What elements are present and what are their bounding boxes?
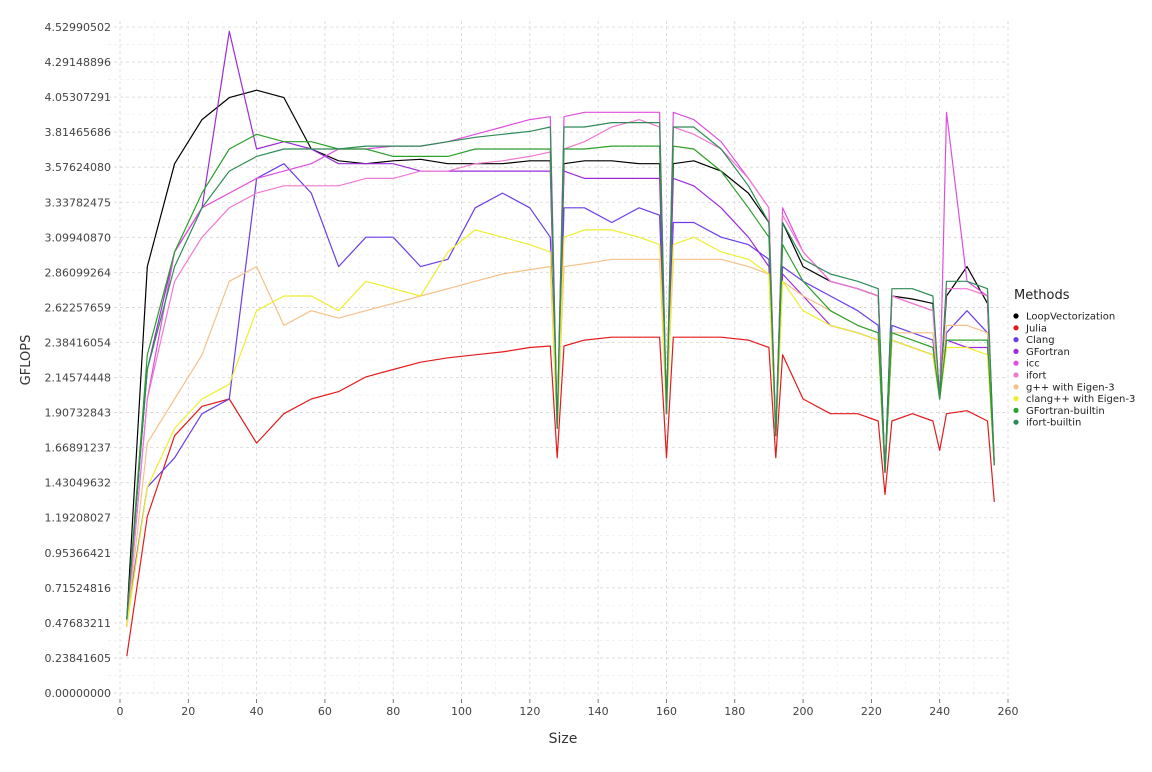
- x-tick-label: 0: [117, 705, 124, 718]
- x-axis-ticks: 0 20 40 60 80 100 120 140 160 180 200 220 240 260: [117, 699, 1019, 718]
- y-axis-label: GFLOPS: [19, 335, 34, 386]
- legend-label: clang++ with Eigen-3: [1026, 394, 1135, 405]
- x-tick-label: 100: [451, 705, 472, 718]
- x-tick-label: 60: [318, 705, 332, 718]
- x-tick-label: 220: [861, 705, 882, 718]
- y-tick-label: 3.81465686: [45, 126, 111, 139]
- y-tick-label: 3.09940870: [45, 231, 111, 244]
- y-tick-label: 0.00000000: [45, 687, 111, 700]
- legend-key: [1013, 337, 1019, 343]
- x-tick-label: 260: [998, 705, 1019, 718]
- y-tick-label: 2.62257659: [45, 301, 111, 314]
- legend-label: ifort: [1026, 371, 1047, 382]
- x-axis-label: Size: [549, 731, 578, 747]
- legend-key: [1013, 325, 1019, 331]
- legend-key: [1013, 360, 1019, 366]
- y-tick-label: 1.43049632: [45, 477, 111, 490]
- legend-label: icc: [1026, 359, 1040, 370]
- legend-key: [1013, 396, 1019, 402]
- x-tick-label: 140: [588, 705, 609, 718]
- x-tick-label: 20: [181, 705, 195, 718]
- y-tick-label: 1.90732843: [45, 407, 111, 420]
- legend-label: ifort-builtin: [1026, 418, 1081, 429]
- series-lines: [126, 30, 995, 657]
- legend-label: GFortran-builtin: [1026, 406, 1105, 417]
- legend-label: LoopVectorization: [1026, 312, 1115, 323]
- x-tick-label: 240: [929, 705, 950, 718]
- x-tick-label: 80: [386, 705, 400, 718]
- x-tick-label: 200: [793, 705, 814, 718]
- y-tick-label: 0.95366421: [45, 547, 111, 560]
- legend-key: [1013, 313, 1019, 319]
- legend-key: [1013, 348, 1019, 354]
- series-line-gfortran-builtin: [126, 133, 995, 620]
- legend-label: Clang: [1026, 335, 1055, 346]
- legend-key: [1013, 419, 1019, 425]
- legend-label: Julia: [1025, 323, 1047, 334]
- y-tick-label: 1.66891237: [45, 442, 111, 455]
- legend-label: g++ with Eigen-3: [1026, 382, 1115, 393]
- y-axis-ticks: 0.00000000 0.23841605 0.47683211 0.71524816…: [45, 21, 111, 700]
- y-tick-label: 4.52990502: [45, 21, 111, 34]
- y-tick-label: 3.33782475: [45, 196, 111, 209]
- y-tick-label: 3.57624080: [45, 161, 111, 174]
- x-tick-label: 120: [519, 705, 540, 718]
- legend-key: [1013, 407, 1019, 413]
- legend-label: GFortran: [1026, 347, 1070, 358]
- series-line-ifort-builtin: [126, 121, 995, 620]
- y-tick-label: 2.86099264: [45, 266, 111, 279]
- y-tick-label: 1.19208027: [45, 512, 111, 525]
- y-tick-label: 4.05307291: [45, 91, 111, 104]
- y-tick-label: 2.38416054: [45, 336, 111, 349]
- y-tick-label: 0.23841605: [45, 652, 111, 665]
- x-tick-label: 40: [250, 705, 264, 718]
- series-line-julia: [126, 336, 995, 657]
- legend-title: Methods: [1014, 288, 1070, 303]
- y-tick-label: 0.71524816: [45, 582, 111, 595]
- y-tick-label: 2.14574448: [45, 372, 111, 385]
- y-tick-label: 4.29148896: [45, 56, 111, 69]
- x-tick-label: 160: [656, 705, 677, 718]
- y-tick-label: 0.47683211: [45, 617, 111, 630]
- legend-key: [1013, 384, 1019, 390]
- x-tick-label: 180: [724, 705, 745, 718]
- legend-key: [1013, 372, 1019, 378]
- legend: LoopVectorizationJuliaClangGFortraniccif…: [1013, 312, 1135, 429]
- grid-lines: [108, 21, 1009, 699]
